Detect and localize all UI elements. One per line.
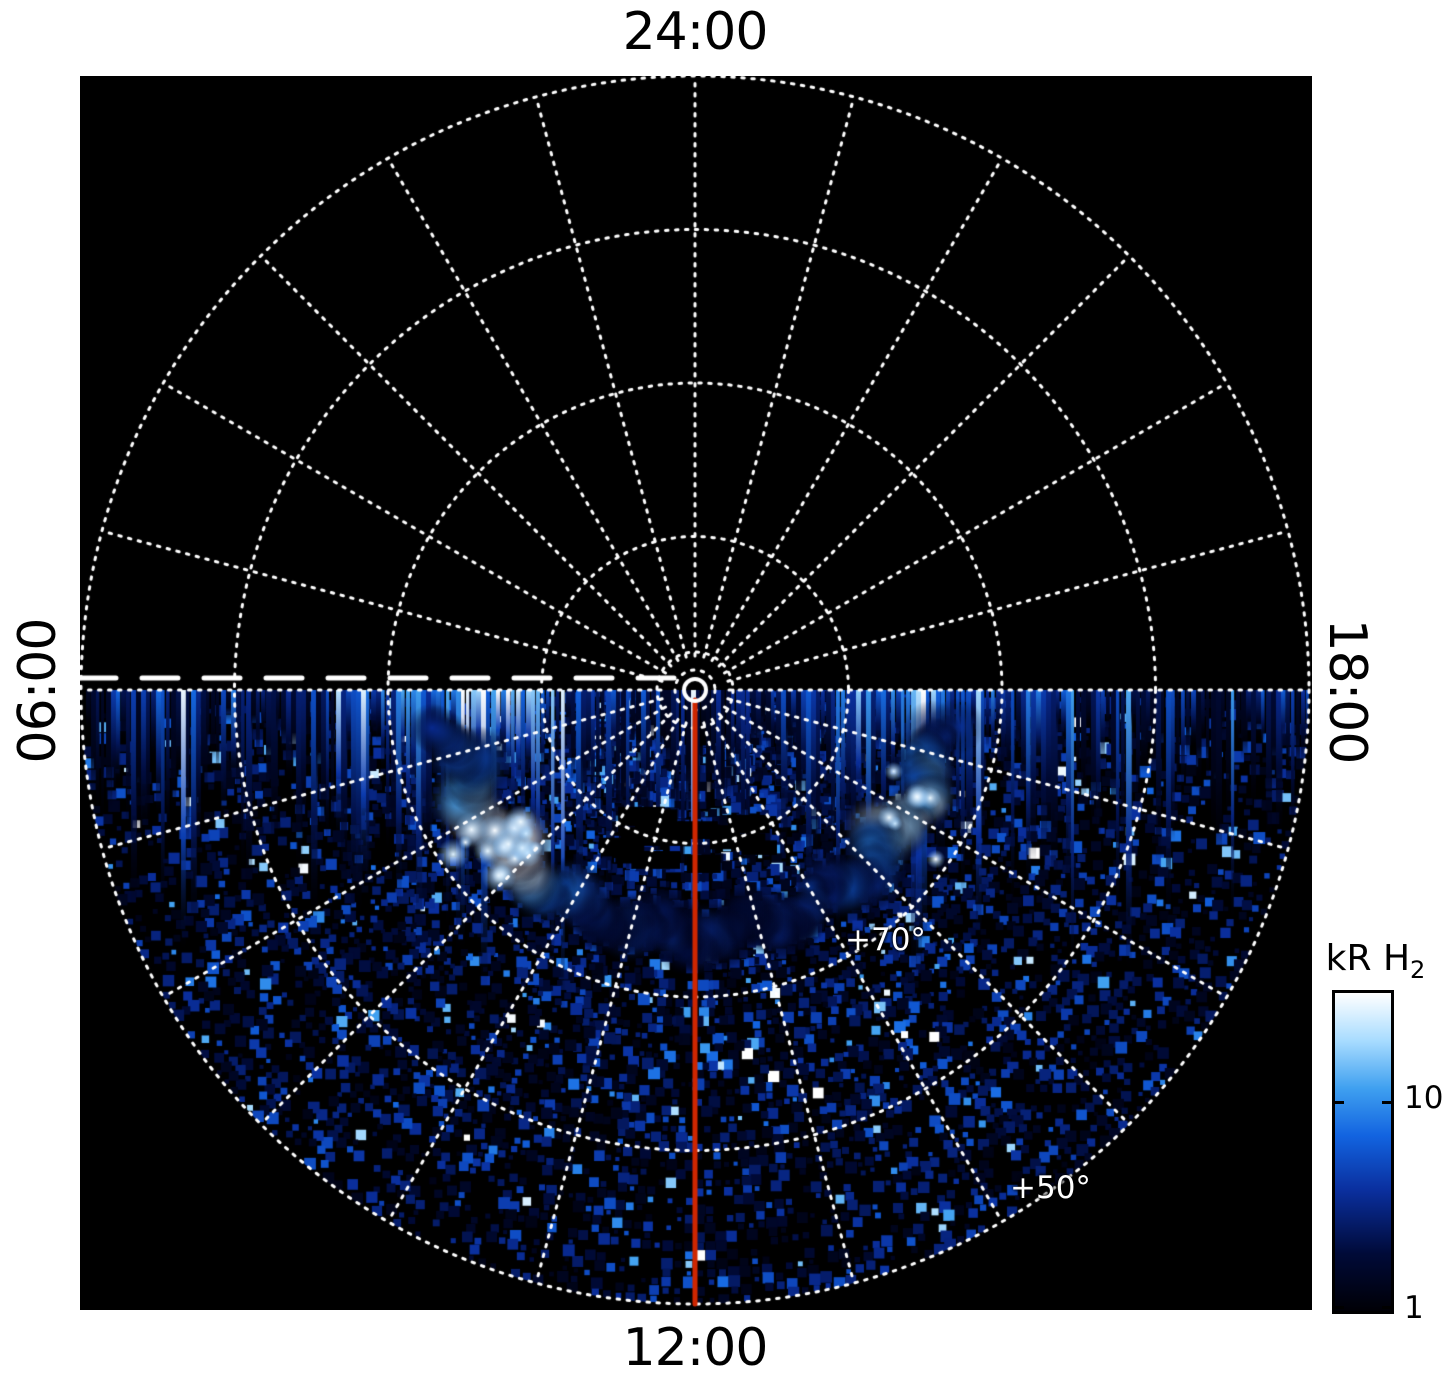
- time-label-1200: 12:00: [622, 1318, 769, 1378]
- colorbar-tick-10: 10: [1404, 1080, 1444, 1116]
- latitude-label-50: +50°: [1010, 1170, 1091, 1206]
- colorbar: kR H2 10 1: [1316, 938, 1447, 1368]
- colorbar-tickmark-1-right: [1382, 1306, 1391, 1309]
- time-label-2400: 24:00: [622, 2, 769, 62]
- polar-plot-area: +70° +50°: [80, 76, 1312, 1310]
- colorbar-title-text: kR H: [1325, 938, 1411, 979]
- colorbar-tickmark-10-right: [1382, 1100, 1391, 1104]
- colorbar-tick-1: 1: [1404, 1290, 1424, 1326]
- polar-plot-canvas: [80, 76, 1312, 1310]
- colorbar-tickmark-10-left: [1335, 1100, 1344, 1104]
- colorbar-title: kR H2: [1310, 938, 1441, 984]
- time-label-1800: 18:00: [1317, 618, 1377, 764]
- colorbar-tickmark-1-left: [1335, 1306, 1344, 1309]
- colorbar-title-sub: 2: [1410, 956, 1426, 985]
- colorbar-gradient: [1332, 990, 1394, 1314]
- time-label-0600: 06:00: [8, 618, 68, 764]
- latitude-label-70: +70°: [845, 922, 926, 958]
